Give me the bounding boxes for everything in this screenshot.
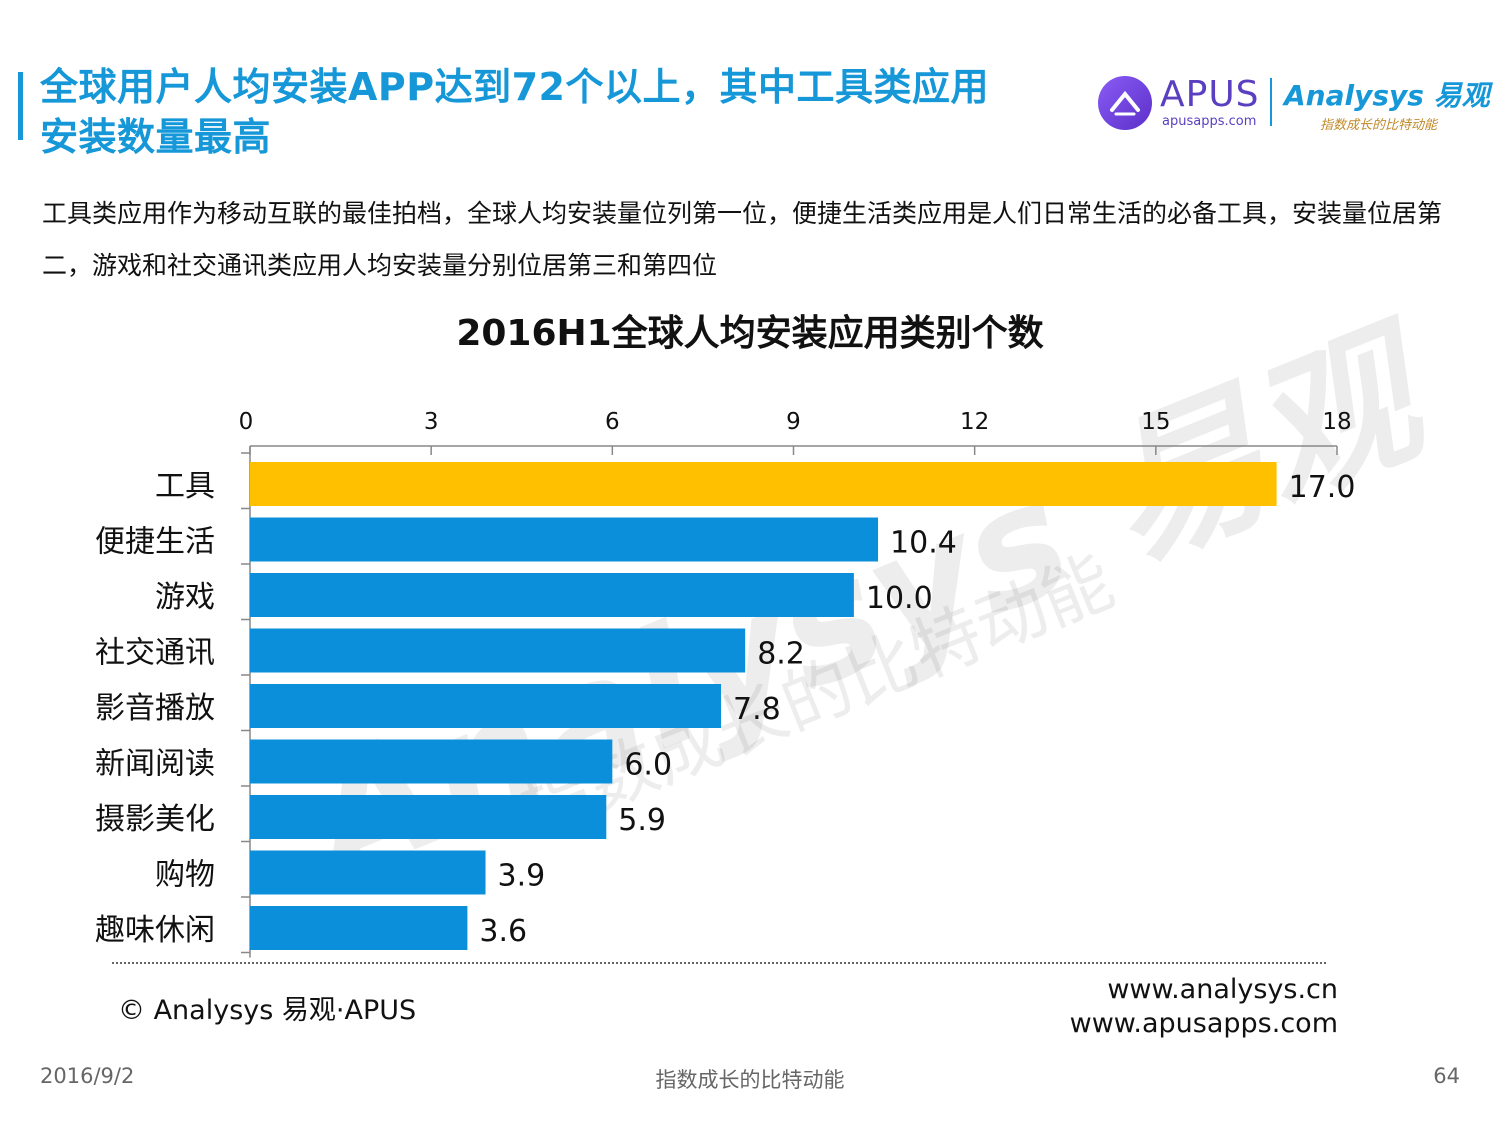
copyright-text: © Analysys 易观·APUS (118, 995, 417, 1026)
data-label: 10.0 (866, 581, 933, 616)
x-tick-label: 18 (1322, 409, 1351, 435)
bar (250, 739, 613, 784)
data-label: 3.6 (479, 914, 527, 949)
page-title-line1: 全球用户人均安装APP达到72个以上，其中工具类应用 (40, 65, 989, 109)
x-tick-label: 12 (960, 409, 989, 435)
data-label: 7.8 (733, 692, 781, 727)
data-label: 17.0 (1289, 470, 1356, 505)
category-label: 便捷生活 (95, 525, 215, 560)
apus-logo-icon (1098, 76, 1152, 130)
title-accent-bar (18, 72, 23, 140)
analysys-logo-text: Analysys 易观 (1284, 79, 1490, 112)
category-label: 工具 (155, 469, 215, 504)
url-analysys[interactable]: www.analysys.cn (1107, 974, 1338, 1005)
apus-logo-text: APUS (1160, 74, 1260, 115)
category-label: 影音播放 (95, 691, 215, 726)
footer-date: 2016/9/2 (40, 1064, 135, 1088)
bar (250, 517, 879, 562)
bar (250, 462, 1277, 506)
bar (250, 795, 607, 839)
data-label: 10.4 (890, 526, 957, 561)
bar (250, 850, 486, 895)
data-label: 5.9 (618, 803, 666, 838)
category-label: 社交通讯 (95, 636, 215, 671)
logo-divider (1270, 78, 1272, 126)
bar (250, 684, 722, 728)
data-label: 6.0 (624, 748, 672, 783)
category-label: 游戏 (155, 580, 215, 615)
x-tick-label: 6 (605, 409, 620, 435)
category-label: 购物 (155, 858, 215, 893)
category-label: 新闻阅读 (95, 747, 215, 782)
description-text: 工具类应用作为移动互联的最佳拍档，全球人均安装量位列第一位，便捷生活类应用是人们… (42, 199, 1443, 280)
category-label: 趣味休闲 (95, 913, 215, 948)
analysys-logo-slogan: 指数成长的比特动能 (1320, 118, 1438, 133)
x-tick-label: 0 (239, 409, 254, 435)
footer-divider (112, 962, 1326, 964)
logo-area: APUS apusapps.com Analysys 易观 指数成长的比特动能 (1098, 70, 1490, 140)
bar (250, 573, 854, 617)
page-number: 64 (1433, 1064, 1460, 1088)
url-apus[interactable]: www.apusapps.com (1069, 1008, 1338, 1039)
page-title-line2: 安装数量最高 (40, 115, 272, 159)
footer-slogan: 指数成长的比特动能 (655, 1068, 845, 1092)
category-label: 摄影美化 (95, 802, 215, 837)
x-tick-label: 9 (786, 409, 801, 435)
data-label: 3.9 (498, 859, 546, 894)
data-label: 8.2 (757, 637, 805, 672)
x-tick-label: 15 (1141, 409, 1170, 435)
bar (250, 906, 468, 950)
apus-logo-url: apusapps.com (1162, 114, 1257, 129)
chart-title: 2016H1全球人均安装应用类别个数 (456, 313, 1044, 354)
bar (250, 628, 746, 673)
x-tick-label: 3 (424, 409, 439, 435)
